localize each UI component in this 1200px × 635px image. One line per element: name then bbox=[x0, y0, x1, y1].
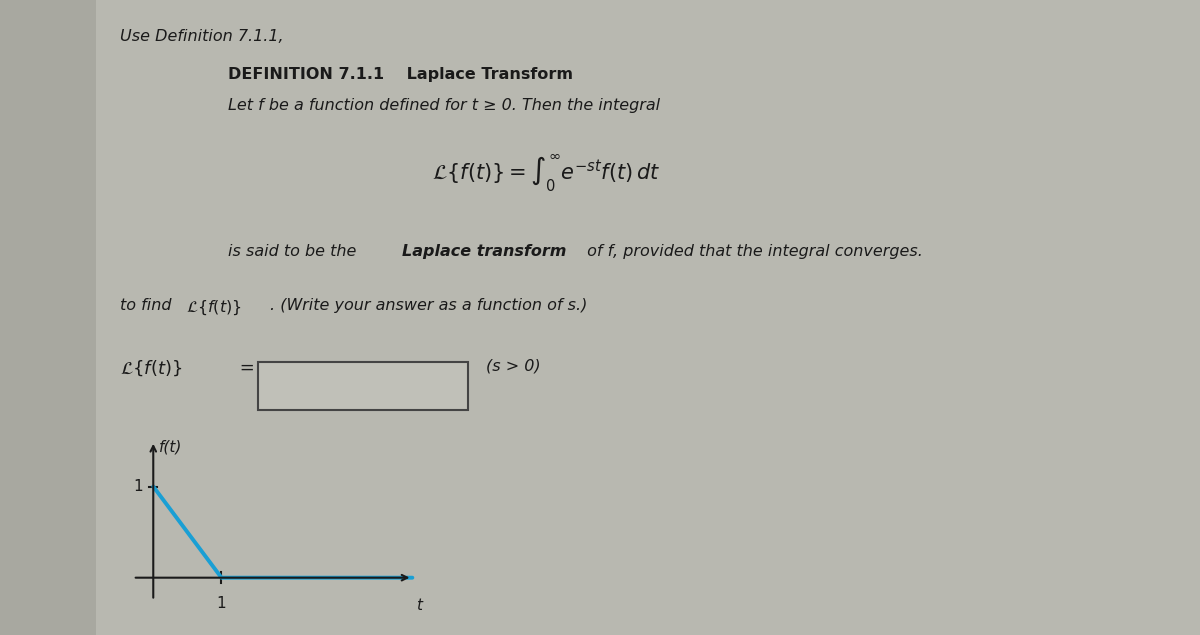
Text: Laplace transform: Laplace transform bbox=[402, 244, 566, 260]
Text: t: t bbox=[415, 598, 421, 613]
Text: of f, provided that the integral converges.: of f, provided that the integral converg… bbox=[582, 244, 923, 260]
Text: . (Write your answer as a function of s.): . (Write your answer as a function of s.… bbox=[270, 298, 587, 314]
Text: 1: 1 bbox=[133, 479, 143, 494]
Text: DEFINITION 7.1.1    Laplace Transform: DEFINITION 7.1.1 Laplace Transform bbox=[228, 67, 574, 82]
Text: =: = bbox=[234, 359, 254, 377]
Text: Use Definition 7.1.1,: Use Definition 7.1.1, bbox=[120, 29, 283, 44]
Text: Let f be a function defined for t ≥ 0. Then the integral: Let f be a function defined for t ≥ 0. T… bbox=[228, 98, 660, 114]
Text: $\mathcal{L}\{f(t)\}$: $\mathcal{L}\{f(t)\}$ bbox=[186, 298, 241, 317]
Text: $\mathcal{L}\{f(t)\}$: $\mathcal{L}\{f(t)\}$ bbox=[120, 359, 182, 378]
Text: to find: to find bbox=[120, 298, 176, 314]
Text: f(t): f(t) bbox=[158, 439, 182, 454]
Bar bbox=[258, 362, 468, 410]
Text: 1: 1 bbox=[217, 596, 227, 611]
Text: $\mathcal{L}\{f(t)\} = \int_0^{\infty} e^{-st}f(t)\, dt$: $\mathcal{L}\{f(t)\} = \int_0^{\infty} e… bbox=[432, 152, 660, 194]
Text: (s > 0): (s > 0) bbox=[486, 359, 541, 374]
Text: is said to be the: is said to be the bbox=[228, 244, 361, 260]
